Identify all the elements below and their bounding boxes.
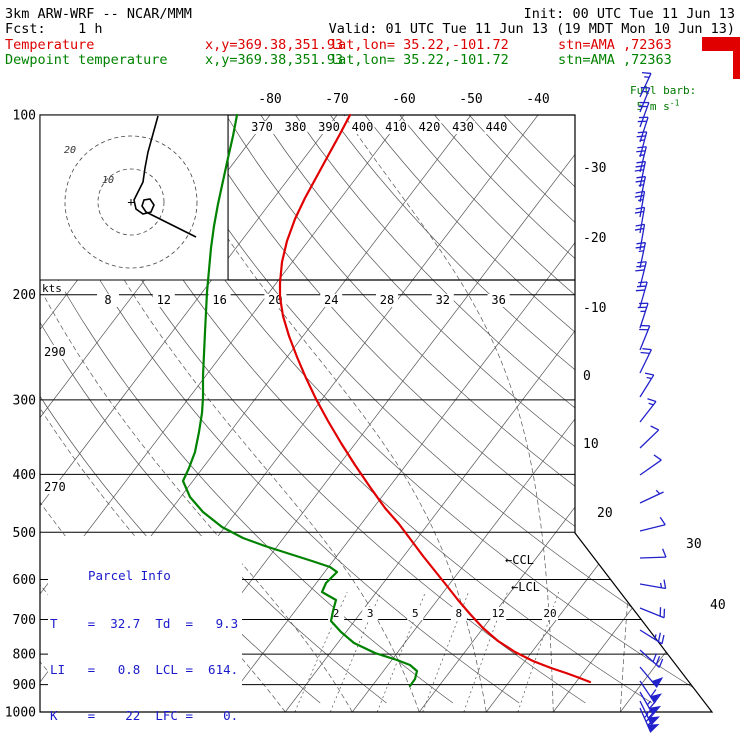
svg-text:420: 420 [419,120,441,134]
hodograph-trace [133,115,197,238]
svg-text:900: 900 [13,678,36,693]
dewpoint-row-stn: stn=AMA ,72363 [558,52,672,68]
dewpoint-curve [181,113,419,688]
svg-text:28: 28 [380,293,394,307]
svg-text:20: 20 [64,145,76,156]
svg-text:400: 400 [352,120,374,134]
svg-text:-80: -80 [258,92,281,107]
svg-text:-70: -70 [325,92,348,107]
dewpoint-row-latlon: lat,lon= 35.22,-101.72 [330,52,509,68]
svg-text:800: 800 [13,648,36,663]
svg-text:+: + [127,195,134,209]
svg-text:370: 370 [251,120,273,134]
svg-text:12: 12 [492,607,505,620]
svg-text:-40: -40 [526,92,549,107]
wind-barb-column [634,72,667,733]
svg-text:-20: -20 [583,231,606,246]
temperature-curve [278,113,592,684]
svg-text:40: 40 [710,598,726,613]
parcel-info-panel: Parcel Info T = 32.7 Td = 9.3 LI = 0.8 L… [50,537,238,740]
temperature-row-label: Temperature [5,37,95,53]
init-time: Init: 00 UTC Tue 11 Jun 13 [523,6,735,22]
svg-text:440: 440 [486,120,508,134]
svg-text:3: 3 [367,607,374,620]
red-marker-2 [733,51,740,79]
svg-text:36: 36 [491,293,505,307]
svg-text:400: 400 [13,468,36,483]
dewpoint-row-xy: x,y=369.38,351.93 [205,52,344,68]
temperature-row-latlon: lat,lon= 35.22,-101.72 [330,37,509,53]
svg-text:500: 500 [13,526,36,541]
parcel-line: K = 22 LFC = 0. [50,708,239,724]
svg-text:600: 600 [13,573,36,588]
svg-text:0: 0 [583,369,591,384]
dewpoint-row-label: Dewpoint temperature [5,52,168,68]
svg-text:270: 270 [44,480,66,494]
parcel-line: T = 32.7 Td = 9.3 [50,616,239,632]
temperature-row-xy: x,y=369.38,351.93 [205,37,344,53]
svg-text:700: 700 [13,613,36,628]
valid-time: Valid: 01 UTC Tue 11 Jun 13 (19 MDT Mon … [328,21,735,37]
svg-text:16: 16 [212,293,226,307]
svg-text:200: 200 [13,288,36,303]
svg-text:24: 24 [324,293,338,307]
svg-text:-10: -10 [583,301,606,316]
svg-text:100: 100 [13,109,36,124]
svg-text:430: 430 [452,120,474,134]
svg-text:-30: -30 [583,161,606,176]
level-annotations: ←CCL ←LCL [505,553,540,594]
svg-text:-60: -60 [392,92,415,107]
svg-text:8: 8 [456,607,463,620]
parcel-line: LI = 0.8 LCL = 614. [50,662,239,678]
svg-text:2: 2 [333,607,340,620]
hodograph-inset: +10 20 [39,114,229,281]
svg-text:380: 380 [285,120,307,134]
red-marker-1 [702,37,740,51]
svg-text:1000: 1000 [5,706,36,721]
svg-text:←CCL: ←CCL [505,553,534,567]
parcel-info-title: Parcel Info [88,567,171,583]
svg-text:-50: -50 [459,92,482,107]
svg-text:kts: kts [42,282,62,295]
forecast-hour: Fcst: 1 h [5,21,103,37]
svg-text:5: 5 [412,607,419,620]
svg-text:20: 20 [543,607,556,620]
temperature-row-stn: stn=AMA ,72363 [558,37,672,53]
svg-text:20: 20 [597,506,613,521]
svg-text:410: 410 [385,120,407,134]
svg-text:390: 390 [318,120,340,134]
svg-text:10: 10 [583,437,599,452]
svg-text:300: 300 [13,393,36,408]
svg-text:30: 30 [686,537,702,552]
svg-text:←LCL: ←LCL [511,580,540,594]
svg-text:10: 10 [102,175,114,186]
svg-text:290: 290 [44,345,66,359]
model-title: 3km ARW-WRF -- NCAR/MMM [5,6,192,22]
svg-text:12: 12 [157,293,171,307]
svg-text:32: 32 [436,293,450,307]
svg-text:8: 8 [104,293,111,307]
